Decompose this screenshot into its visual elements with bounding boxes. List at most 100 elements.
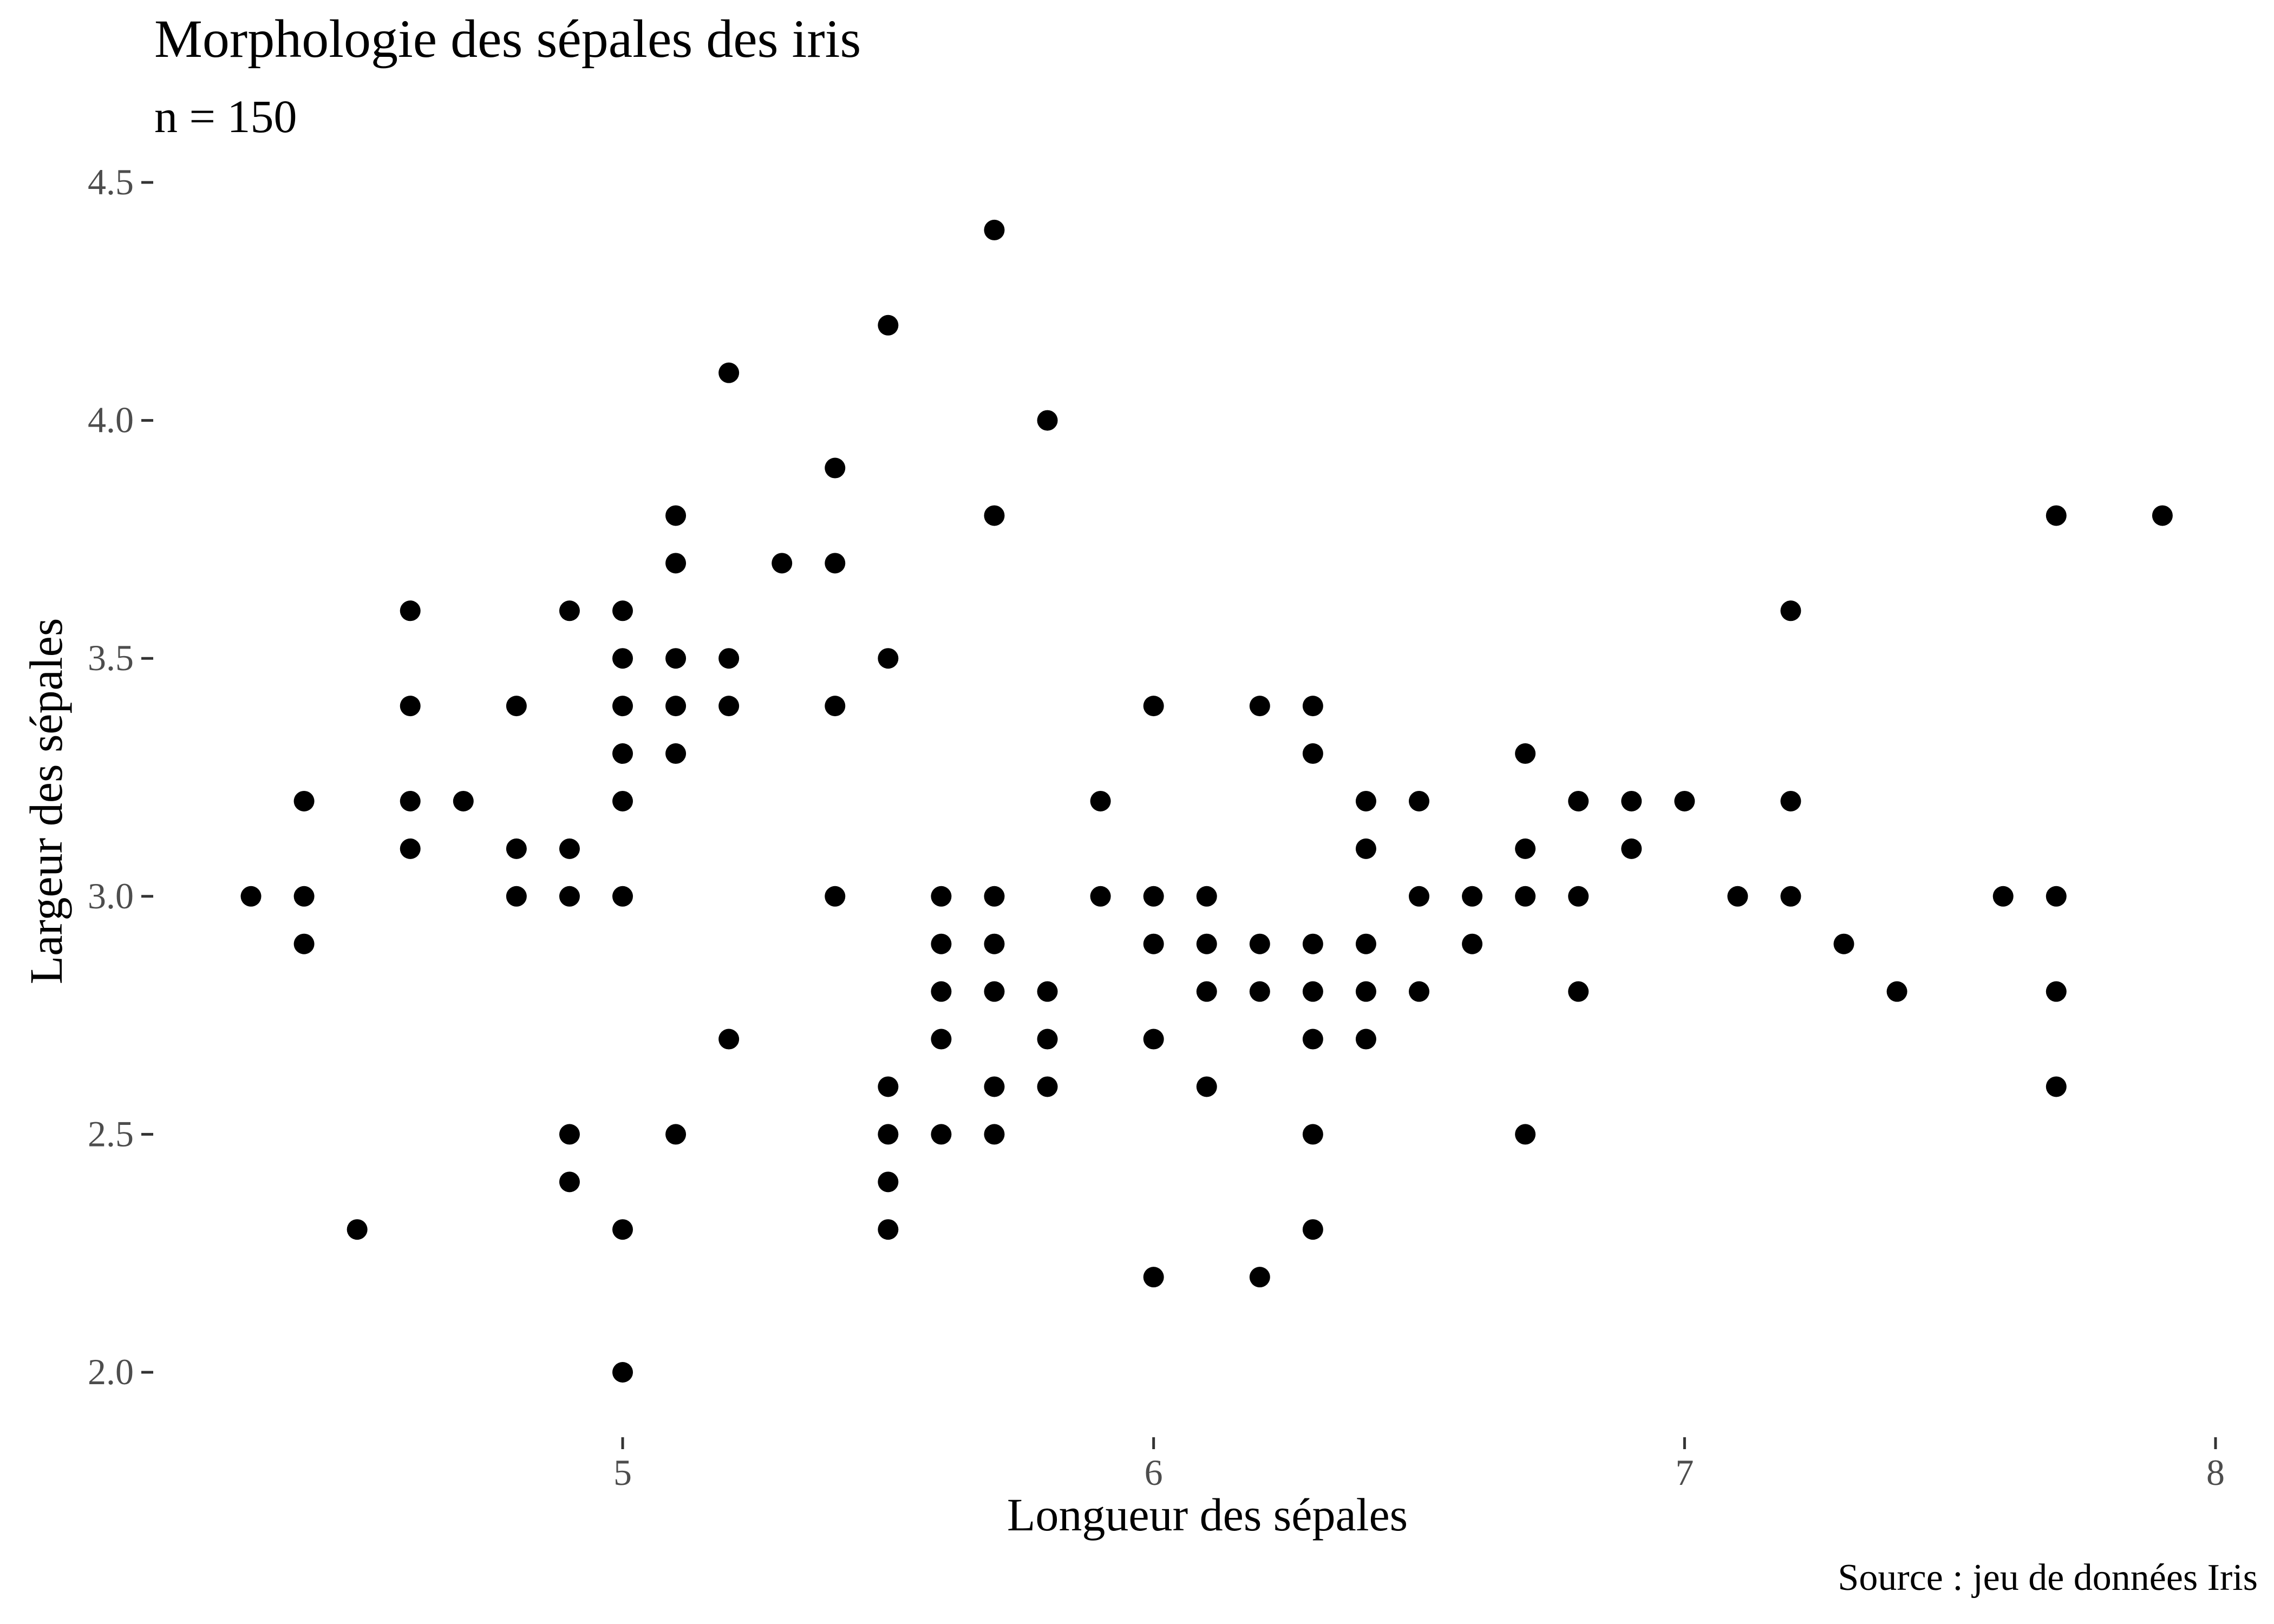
data-point <box>984 981 1005 1002</box>
data-point <box>1568 886 1589 907</box>
data-point <box>1780 790 1801 811</box>
x-tick-label: 5 <box>613 1452 632 1493</box>
data-point <box>1515 1124 1536 1145</box>
data-point <box>1409 790 1429 811</box>
data-point <box>1249 933 1270 954</box>
data-point <box>612 1362 633 1383</box>
x-tick-label: 8 <box>2206 1452 2225 1493</box>
data-point <box>1992 886 2014 907</box>
data-point <box>984 933 1005 954</box>
data-point <box>1409 886 1429 907</box>
data-point <box>665 505 687 526</box>
data-point <box>1302 696 1323 717</box>
data-point <box>1090 790 1111 811</box>
data-point <box>1355 1029 1376 1050</box>
x-tick-label: 7 <box>1675 1452 1694 1493</box>
data-point <box>984 1076 1005 1097</box>
data-point <box>1302 1124 1323 1145</box>
data-point <box>825 553 846 574</box>
data-point <box>506 886 527 907</box>
data-point <box>878 648 899 669</box>
data-point <box>1355 838 1376 859</box>
data-point <box>878 1171 899 1193</box>
data-point <box>1037 410 1058 431</box>
data-point <box>931 933 952 954</box>
data-point <box>2152 505 2173 526</box>
data-point <box>665 1124 687 1145</box>
data-point <box>612 743 633 764</box>
data-point <box>453 790 474 811</box>
data-point <box>2046 981 2067 1002</box>
data-point <box>878 1124 899 1145</box>
data-point <box>400 790 421 811</box>
data-point <box>1780 600 1801 621</box>
data-point <box>559 886 580 907</box>
data-point <box>1621 838 1642 859</box>
data-point <box>878 1219 899 1240</box>
x-axis-label: Longueur des sépales <box>1007 1489 1408 1541</box>
data-point <box>2046 505 2067 526</box>
data-point <box>1515 886 1536 907</box>
y-tick-label: 4.5 <box>88 161 134 202</box>
data-point <box>559 1124 580 1145</box>
data-point <box>1143 1267 1164 1288</box>
data-point <box>1568 981 1589 1002</box>
data-point <box>1302 743 1323 764</box>
data-point <box>612 600 633 621</box>
data-point <box>772 553 793 574</box>
data-point <box>1780 886 1801 907</box>
y-tick-label: 2.0 <box>88 1351 134 1392</box>
data-point <box>825 886 846 907</box>
data-point <box>1302 1219 1323 1240</box>
x-tick-label: 6 <box>1145 1452 1163 1493</box>
data-point <box>1355 790 1376 811</box>
data-point <box>665 553 687 574</box>
data-point <box>1515 743 1536 764</box>
data-point <box>718 1029 740 1050</box>
data-point <box>984 219 1005 240</box>
data-point <box>612 648 633 669</box>
data-point <box>1355 981 1376 1002</box>
data-point <box>718 362 740 383</box>
data-point <box>1302 933 1323 954</box>
data-point <box>1196 933 1217 954</box>
chart-caption: Source : jeu de données Iris <box>1838 1557 2258 1599</box>
y-axis-label: Largeur des sépales <box>20 618 72 985</box>
data-point <box>825 696 846 717</box>
data-point <box>1037 1076 1058 1097</box>
data-point <box>1515 838 1536 859</box>
data-point <box>718 696 740 717</box>
data-point <box>1143 933 1164 954</box>
data-point <box>400 600 421 621</box>
data-point <box>400 696 421 717</box>
data-point <box>665 743 687 764</box>
data-point <box>1196 886 1217 907</box>
data-point <box>612 1219 633 1240</box>
data-point <box>1674 790 1695 811</box>
y-tick-label: 2.5 <box>88 1113 134 1154</box>
data-point <box>1462 933 1483 954</box>
data-point <box>612 886 633 907</box>
data-point <box>984 886 1005 907</box>
data-point <box>931 1124 952 1145</box>
data-point <box>878 1076 899 1097</box>
data-point <box>1355 933 1376 954</box>
data-point <box>400 838 421 859</box>
data-point <box>1090 886 1111 907</box>
data-point <box>1833 933 1854 954</box>
data-point <box>665 648 687 669</box>
data-point <box>1143 1029 1164 1050</box>
chart-title: Morphologie des sépales des iris <box>154 9 861 69</box>
data-point <box>931 886 952 907</box>
y-tick-label: 3.5 <box>88 637 134 678</box>
data-point <box>293 933 315 954</box>
data-point <box>825 457 846 479</box>
data-point <box>1409 981 1429 1002</box>
data-point <box>559 838 580 859</box>
data-point <box>1249 1267 1270 1288</box>
data-point <box>293 790 315 811</box>
data-point <box>1143 886 1164 907</box>
data-point <box>1143 696 1164 717</box>
data-point <box>1302 1029 1323 1050</box>
